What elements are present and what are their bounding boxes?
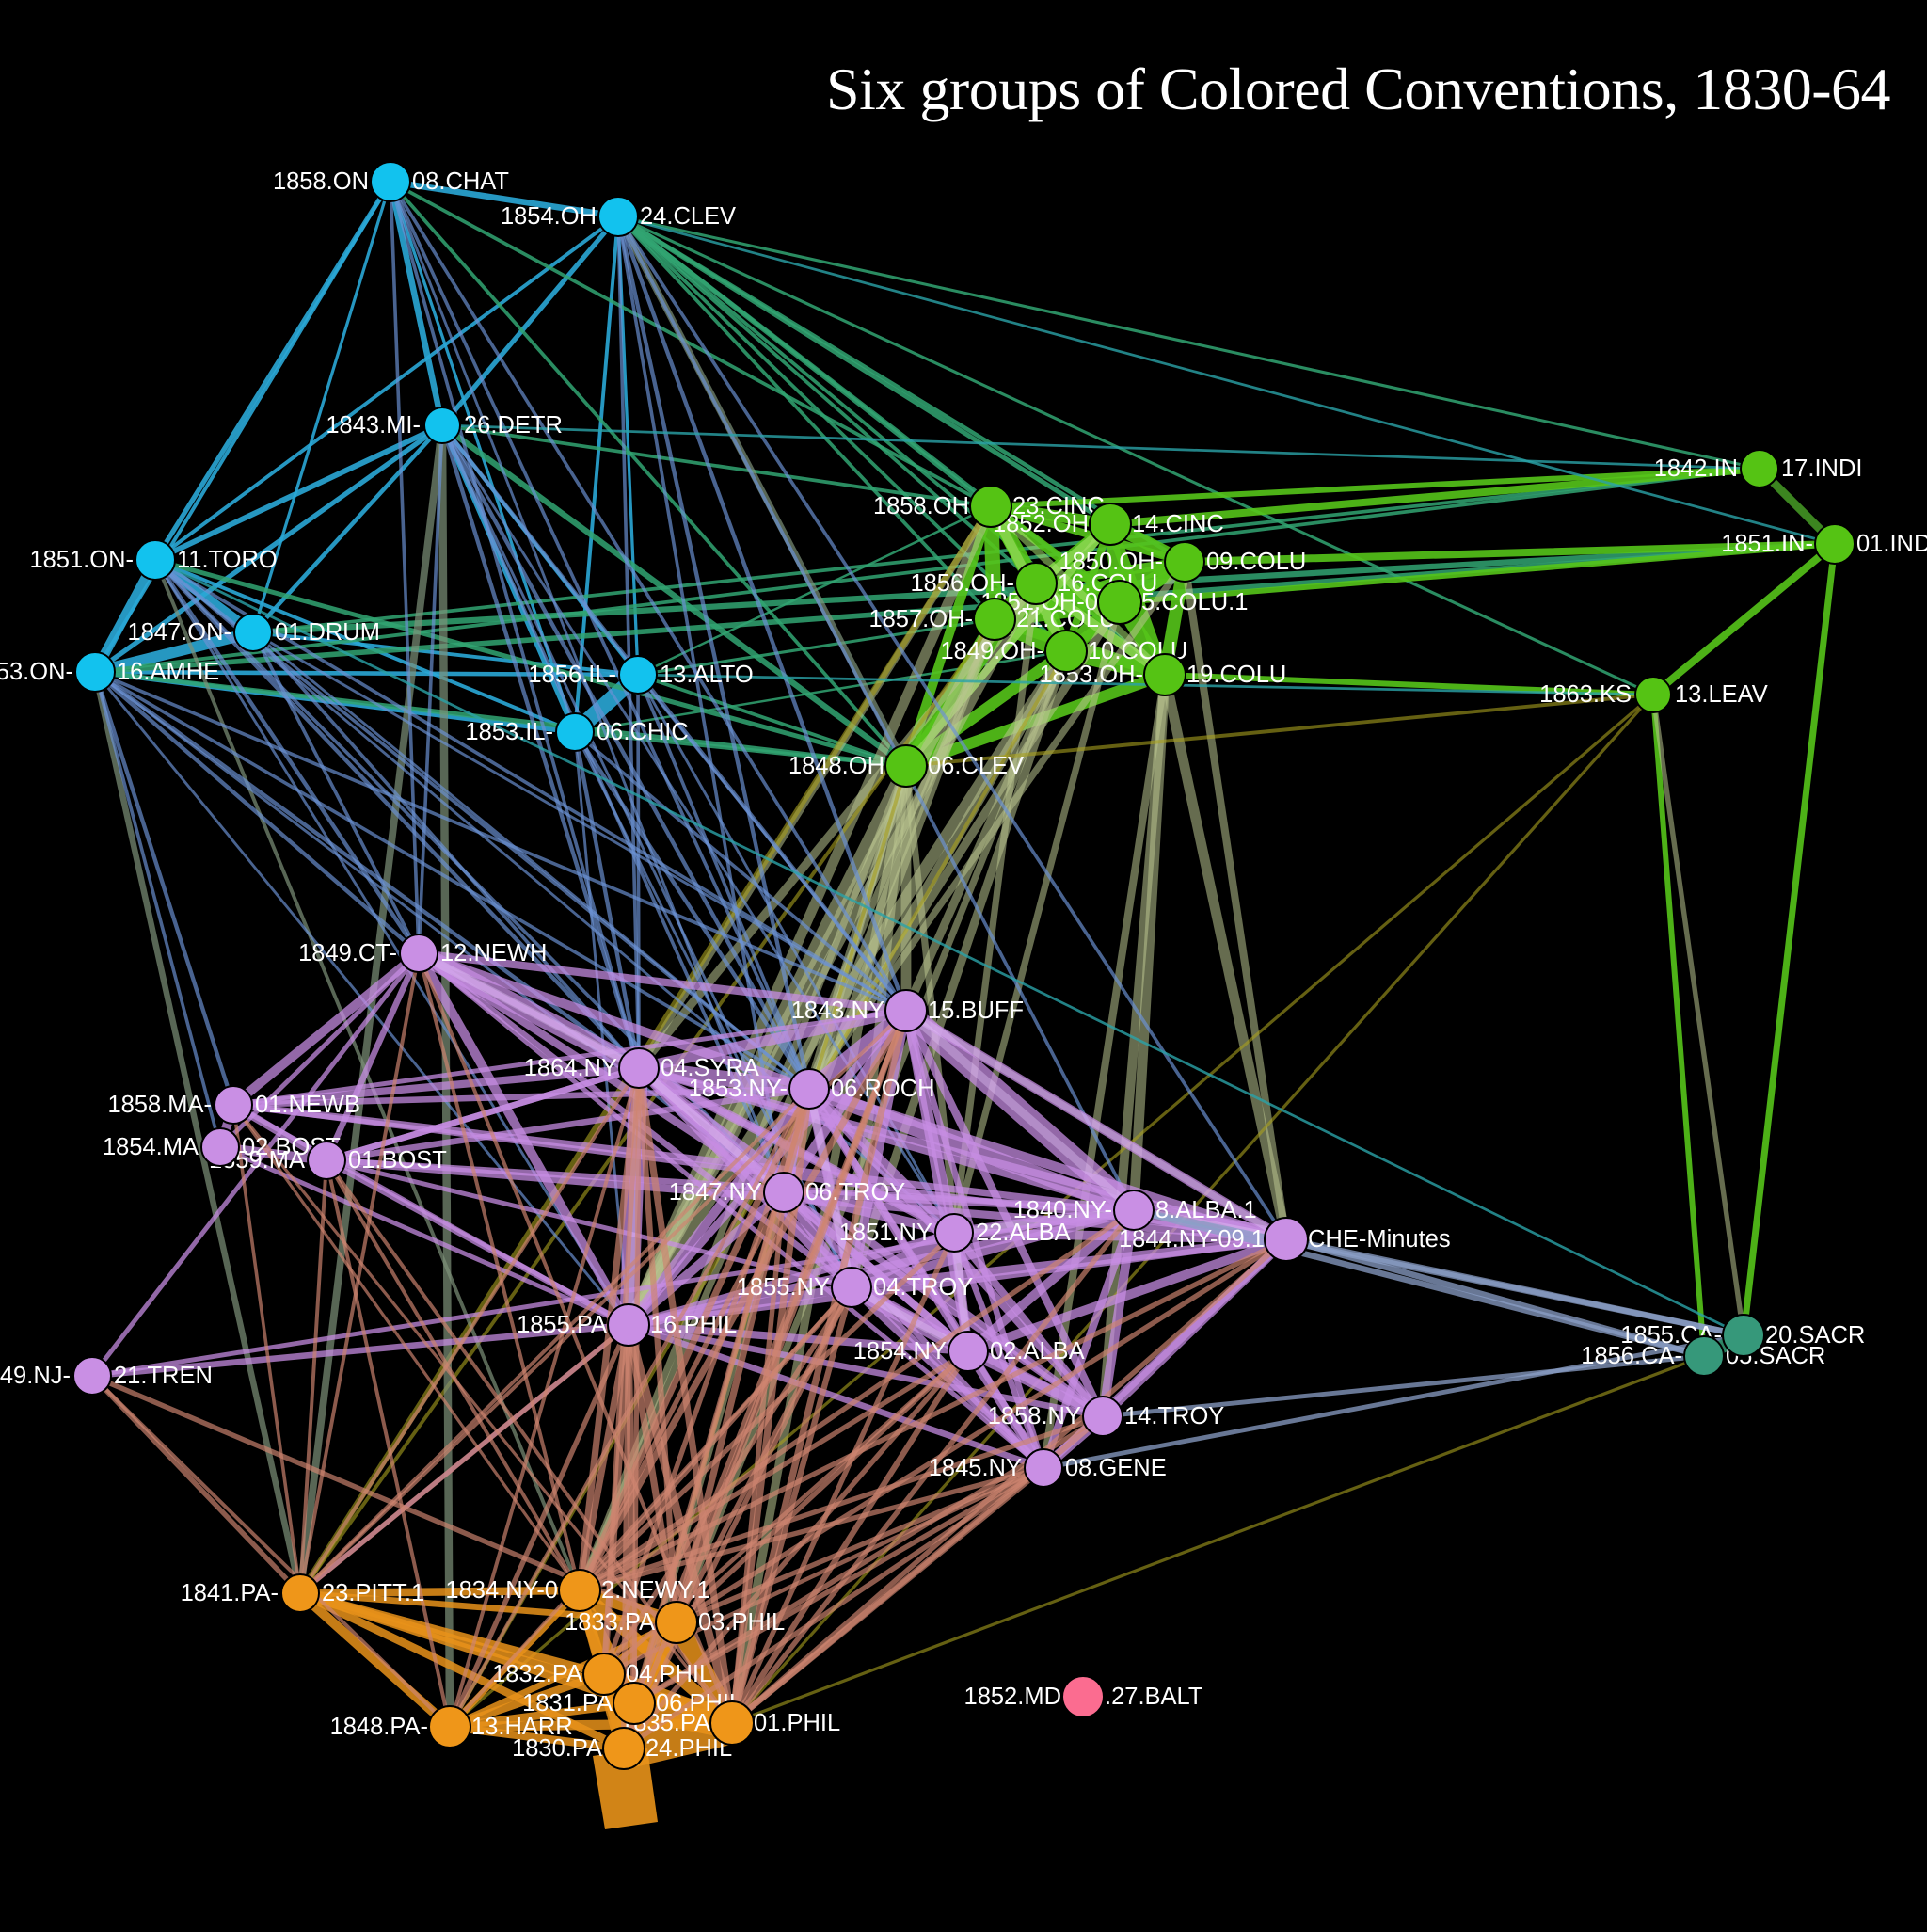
svg-text:1843.NY: 1843.NY bbox=[791, 998, 884, 1024]
svg-text:1858.NY: 1858.NY bbox=[988, 1403, 1081, 1429]
svg-text:01.IND: 01.IND bbox=[1856, 531, 1927, 557]
svg-text:1856.CA-: 1856.CA- bbox=[1581, 1343, 1682, 1369]
svg-text:1851.ON-: 1851.ON- bbox=[29, 547, 134, 573]
svg-text:13.LEAV: 13.LEAV bbox=[1675, 681, 1768, 708]
svg-text:1858.ON: 1858.ON bbox=[273, 168, 369, 195]
svg-text:21.TREN: 21.TREN bbox=[114, 1363, 213, 1389]
svg-text:14.CINC: 14.CINC bbox=[1132, 511, 1224, 537]
svg-text:06.TROY: 06.TROY bbox=[805, 1179, 905, 1206]
svg-text:1855.PA: 1855.PA bbox=[517, 1312, 607, 1338]
svg-text:04.TROY: 04.TROY bbox=[873, 1274, 973, 1301]
svg-text:Six groups of Colored Conventi: Six groups of Colored Conventions, 1830-… bbox=[826, 56, 1890, 122]
svg-text:16.PHIL: 16.PHIL bbox=[650, 1312, 737, 1338]
svg-text:02.ALBA: 02.ALBA bbox=[990, 1338, 1085, 1365]
svg-text:01.NEWB: 01.NEWB bbox=[255, 1092, 360, 1118]
svg-text:01.PHIL: 01.PHIL bbox=[754, 1710, 840, 1736]
svg-text:1849.CT-: 1849.CT- bbox=[298, 940, 397, 966]
svg-text:1856.IL-: 1856.IL- bbox=[528, 662, 616, 688]
svg-text:11.TORO: 11.TORO bbox=[177, 547, 278, 573]
svg-text:1832.PA: 1832.PA bbox=[492, 1661, 582, 1687]
svg-text:1834.NY-0: 1834.NY-0 bbox=[445, 1577, 558, 1604]
svg-text:1842.IN: 1842.IN bbox=[1654, 455, 1738, 482]
svg-text:23.PITT.1: 23.PITT.1 bbox=[322, 1580, 424, 1606]
svg-text:1841.PA-: 1841.PA- bbox=[181, 1580, 279, 1606]
svg-text:1853.IL-: 1853.IL- bbox=[465, 719, 553, 745]
svg-text:1854.NY: 1854.NY bbox=[853, 1338, 947, 1365]
svg-text:26.DETR: 26.DETR bbox=[464, 412, 563, 439]
svg-text:CHE-Minutes: CHE-Minutes bbox=[1308, 1226, 1451, 1253]
svg-text:1864.NY: 1864.NY bbox=[524, 1055, 617, 1081]
svg-text:1851.NY: 1851.NY bbox=[839, 1220, 932, 1246]
svg-text:1849.OH-: 1849.OH- bbox=[940, 638, 1044, 664]
svg-text:1848.PA-: 1848.PA- bbox=[330, 1714, 428, 1740]
svg-text:1847.ON-: 1847.ON- bbox=[127, 619, 231, 646]
svg-text:20.SACR: 20.SACR bbox=[1765, 1322, 1865, 1349]
svg-text:01.DRUM: 01.DRUM bbox=[275, 619, 380, 646]
svg-text:24.CLEV: 24.CLEV bbox=[640, 203, 736, 230]
svg-text:1830.PA: 1830.PA bbox=[512, 1735, 602, 1762]
svg-text:23.CINC: 23.CINC bbox=[1012, 493, 1105, 519]
svg-text:17.INDI: 17.INDI bbox=[1781, 455, 1862, 482]
svg-text:1858.OH: 1858.OH bbox=[873, 493, 969, 519]
svg-text:06.ROCH: 06.ROCH bbox=[831, 1076, 935, 1102]
svg-text:1845.NY: 1845.NY bbox=[929, 1455, 1022, 1481]
svg-text:1852.MD: 1852.MD bbox=[964, 1684, 1061, 1710]
svg-text:1847.NY: 1847.NY bbox=[669, 1179, 762, 1206]
svg-text:1857.OH-: 1857.OH- bbox=[868, 606, 973, 632]
svg-text:06.CHIC: 06.CHIC bbox=[597, 719, 689, 745]
svg-text:13.HARR: 13.HARR bbox=[471, 1714, 573, 1740]
svg-text:16.AMHE: 16.AMHE bbox=[117, 659, 219, 685]
svg-text:08.GENE: 08.GENE bbox=[1065, 1455, 1167, 1481]
svg-text:5.COLU.1: 5.COLU.1 bbox=[1141, 589, 1248, 615]
svg-text:1858.MA-: 1858.MA- bbox=[107, 1092, 212, 1118]
svg-text:04.SYRA: 04.SYRA bbox=[661, 1055, 759, 1081]
svg-text:1853.ON-: 1853.ON- bbox=[0, 659, 73, 685]
svg-text:1851.IN-: 1851.IN- bbox=[1721, 531, 1813, 557]
svg-text:1854.MA: 1854.MA bbox=[103, 1134, 199, 1160]
svg-text:1848.OH: 1848.OH bbox=[788, 753, 884, 779]
svg-text:01.BOST: 01.BOST bbox=[348, 1147, 447, 1174]
svg-text:.27.BALT: .27.BALT bbox=[1105, 1684, 1202, 1710]
svg-text:1833.PA: 1833.PA bbox=[565, 1609, 655, 1636]
svg-text:15.BUFF: 15.BUFF bbox=[928, 998, 1024, 1024]
svg-text:1853.NY-: 1853.NY- bbox=[689, 1076, 788, 1102]
svg-text:1850.OH-: 1850.OH- bbox=[1059, 549, 1163, 575]
svg-text:1843.MI-: 1843.MI- bbox=[326, 412, 421, 439]
svg-text:12.NEWH: 12.NEWH bbox=[440, 940, 547, 966]
svg-text:1840.NY-: 1840.NY- bbox=[1013, 1197, 1112, 1223]
svg-text:8.ALBA.1: 8.ALBA.1 bbox=[1155, 1197, 1257, 1223]
svg-text:09.COLU: 09.COLU bbox=[1206, 549, 1306, 575]
svg-text:1854.OH: 1854.OH bbox=[501, 203, 597, 230]
svg-text:1855.NY: 1855.NY bbox=[737, 1274, 830, 1301]
svg-text:1849.NJ-: 1849.NJ- bbox=[0, 1363, 71, 1389]
svg-text:1844.NY-09.1: 1844.NY-09.1 bbox=[1119, 1226, 1265, 1253]
svg-text:13.ALTO: 13.ALTO bbox=[660, 662, 754, 688]
svg-text:2.NEWY.1: 2.NEWY.1 bbox=[601, 1577, 710, 1604]
svg-text:06.CLEV: 06.CLEV bbox=[928, 753, 1024, 779]
svg-text:14.TROY: 14.TROY bbox=[1124, 1403, 1224, 1429]
svg-text:22.ALBA: 22.ALBA bbox=[976, 1220, 1071, 1246]
svg-text:08.CHAT: 08.CHAT bbox=[412, 168, 509, 195]
svg-text:19.COLU: 19.COLU bbox=[1186, 662, 1286, 688]
svg-text:03.PHIL: 03.PHIL bbox=[698, 1609, 785, 1636]
svg-text:1863.KS: 1863.KS bbox=[1539, 681, 1632, 708]
svg-text:1856.OH-: 1856.OH- bbox=[910, 570, 1014, 597]
